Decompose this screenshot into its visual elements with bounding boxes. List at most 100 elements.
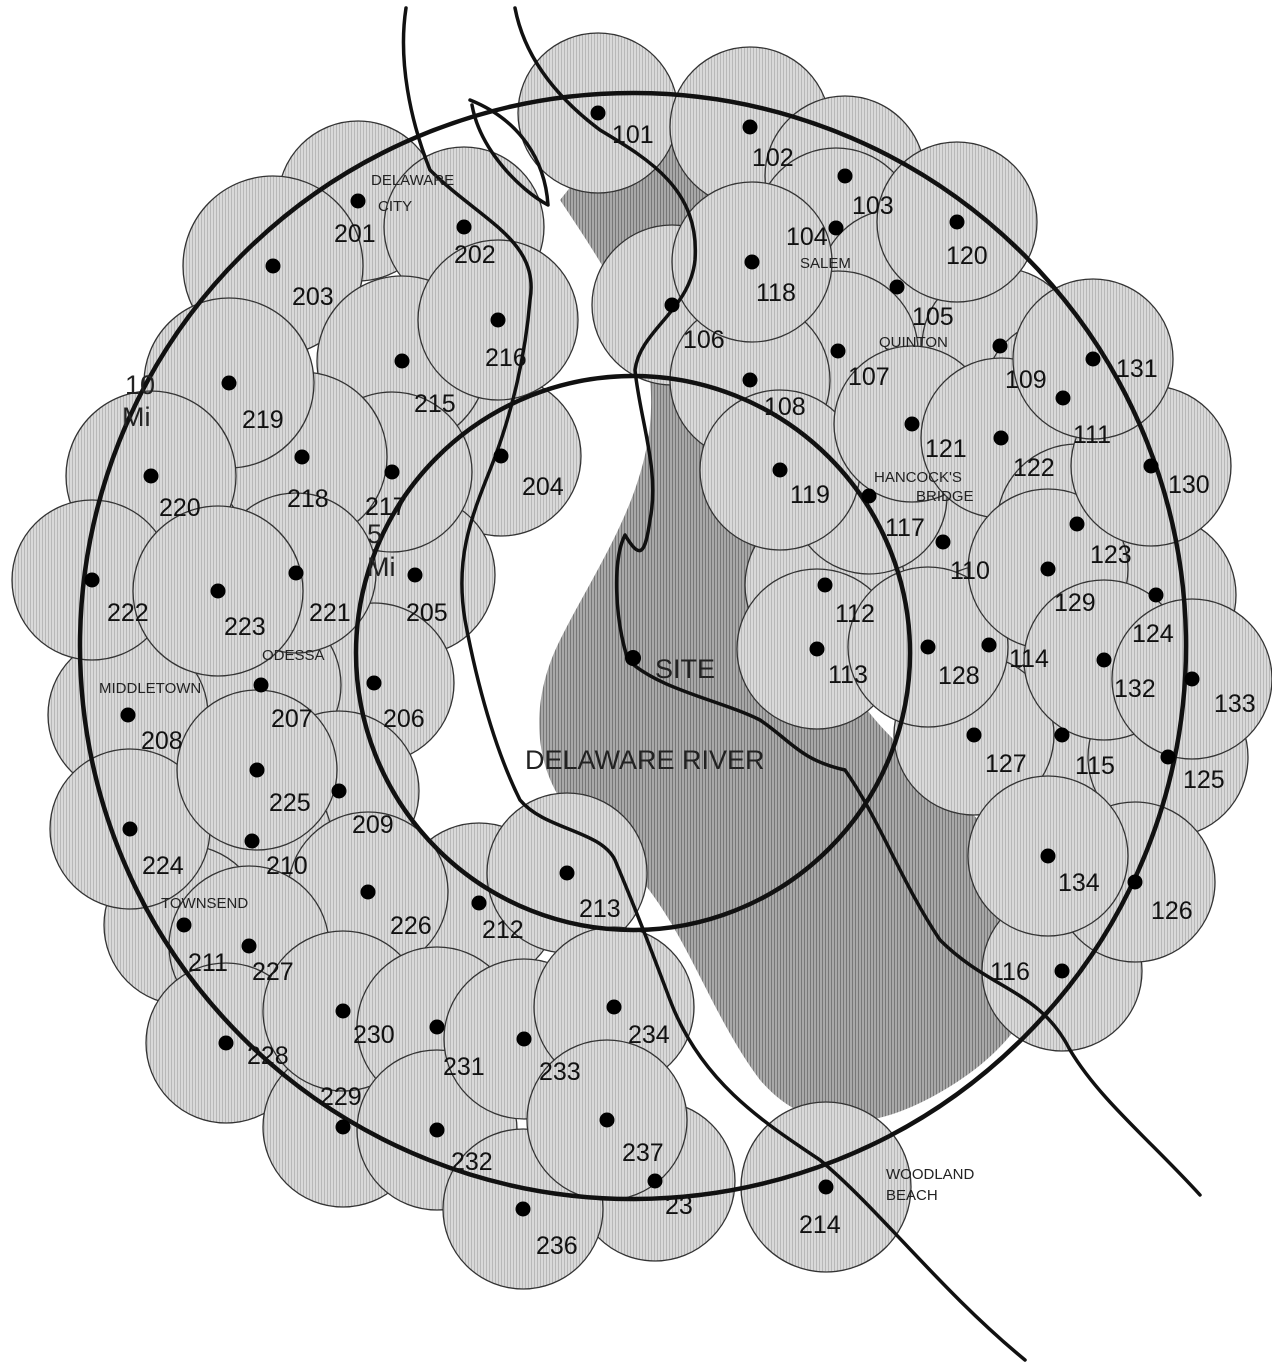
point-label-111: 111: [1073, 421, 1111, 449]
point-marker-133: [1184, 671, 1200, 687]
point-marker-114: [981, 637, 997, 653]
point-marker-213: [559, 865, 575, 881]
point-label-132: 132: [1114, 675, 1156, 703]
point-marker-229: [335, 1119, 351, 1135]
place-quinton: QUINTON: [879, 334, 948, 351]
place-woodland-beach-2: BEACH: [886, 1187, 938, 1204]
point-label-134: 134: [1058, 869, 1100, 897]
point-marker-113: [809, 641, 825, 657]
point-label-127: 127: [985, 750, 1027, 778]
point-marker-120: [949, 214, 965, 230]
point-label-217: 217: [365, 493, 407, 521]
point-label-121: 121: [925, 435, 967, 463]
point-marker-227: [241, 938, 257, 954]
river-line-west: [401, 6, 1027, 1362]
point-marker-118: [744, 254, 760, 270]
point-label-202: 202: [454, 241, 496, 269]
point-marker-237: [599, 1112, 615, 1128]
point-labels: 1011021031041051061071081091101111121131…: [107, 121, 1256, 1260]
point-marker-232: [429, 1122, 445, 1138]
point-marker-108: [742, 372, 758, 388]
point-marker-220: [143, 468, 159, 484]
point-label-114: 114: [1009, 645, 1049, 673]
point-marker-214: [818, 1179, 834, 1195]
point-label-220: 220: [159, 494, 201, 522]
place-hancocks-bridge-2: BRIDGE: [916, 488, 974, 505]
point-marker-130: [1143, 458, 1159, 474]
point-marker-132: [1096, 652, 1112, 668]
point-marker-105: [889, 279, 905, 295]
point-label-219: 219: [242, 406, 284, 434]
point-marker-124: [1148, 587, 1164, 603]
point-label-232: 232: [451, 1148, 493, 1176]
point-marker-236: [515, 1201, 531, 1217]
point-marker-234: [606, 999, 622, 1015]
ring-label-5-mi: Mi: [367, 552, 396, 582]
point-label-119: 119: [790, 481, 830, 509]
point-marker-123: [1069, 516, 1085, 532]
point-label-218: 218: [287, 485, 329, 513]
point-label-204: 204: [522, 473, 564, 501]
point-label-113: 113: [828, 661, 868, 689]
point-marker-224: [122, 821, 138, 837]
point-marker-205: [407, 567, 423, 583]
ring-label-5: 5: [367, 519, 382, 549]
point-label-129: 129: [1054, 589, 1096, 617]
point-label-102: 102: [752, 144, 794, 172]
ring-10-mile: [77, 90, 1189, 1202]
point-label-228: 228: [247, 1042, 289, 1070]
point-marker-126: [1127, 874, 1143, 890]
point-label-214: 214: [799, 1211, 841, 1239]
point-label-201: 201: [334, 220, 376, 248]
point-label-105: 105: [912, 303, 954, 331]
point-marker-212: [471, 895, 487, 911]
point-marker-121: [904, 416, 920, 432]
river-lines: [401, 6, 1202, 1362]
point-label-133: 133: [1214, 690, 1256, 718]
point-marker-129: [1040, 561, 1056, 577]
point-marker-131: [1085, 351, 1101, 367]
point-label-104: 104: [786, 223, 828, 251]
place-middletown: MIDDLETOWN: [99, 680, 201, 697]
point-marker-217: [384, 464, 400, 480]
point-label-225: 225: [269, 789, 311, 817]
point-marker-122: [993, 430, 1009, 446]
point-label-123: 123: [1090, 541, 1132, 569]
point-label-222: 222: [107, 599, 149, 627]
place-townsend: TOWNSEND: [161, 895, 248, 912]
point-label-216: 216: [485, 344, 527, 372]
point-marker-211: [176, 917, 192, 933]
point-label-124: 124: [1132, 620, 1174, 648]
ring-label-10: 10: [125, 370, 155, 400]
place-delaware-city-2: CITY: [378, 198, 412, 215]
place-delaware-city-1: DELAWARE: [371, 172, 454, 189]
point-marker-222: [84, 572, 100, 588]
point-marker-225: [249, 762, 265, 778]
point-label-116: 116: [990, 958, 1030, 986]
point-marker-226: [360, 884, 376, 900]
point-label-101: 101: [612, 121, 654, 149]
point-label-221: 221: [309, 599, 351, 627]
point-label-205: 205: [406, 599, 448, 627]
point-label-236: 236: [536, 1232, 578, 1260]
point-marker-231: [429, 1019, 445, 1035]
point-marker-134: [1040, 848, 1056, 864]
point-label-237: 237: [622, 1139, 664, 1167]
point-marker-204: [493, 448, 509, 464]
point-marker-215: [394, 353, 410, 369]
point-label-103: 103: [852, 192, 894, 220]
point-marker-115: [1054, 727, 1070, 743]
point-marker-119: [772, 462, 788, 478]
point-marker-111: [1055, 390, 1071, 406]
river-loop-north: [468, 98, 550, 207]
ring-label-10-mi: Mi: [122, 402, 151, 432]
point-marker-230: [335, 1003, 351, 1019]
place-salem: SALEM: [800, 255, 851, 272]
point-marker-116: [1054, 963, 1070, 979]
point-label-212: 212: [482, 916, 524, 944]
point-label-108: 108: [764, 393, 806, 421]
point-label-109: 109: [1005, 366, 1047, 394]
point-marker-235: [647, 1173, 663, 1189]
point-label-211: 211: [188, 949, 228, 977]
